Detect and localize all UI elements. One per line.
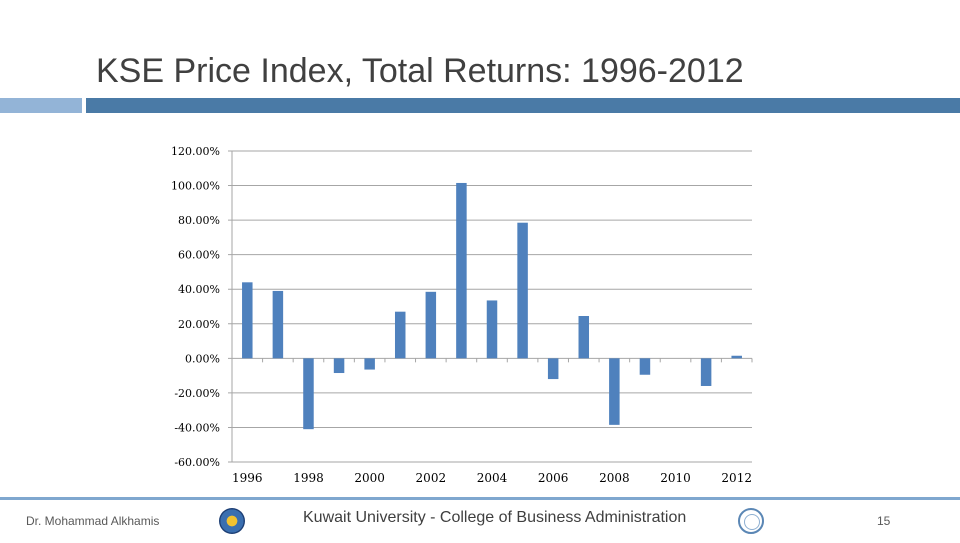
x-axis-tick-labels: 1996 1998 2000 2002 2004 2006 2008 2010 2012 [232,471,752,485]
footer-bar [0,497,960,543]
y-tick-label: 0.00% [185,352,220,365]
x-tick-label: 1996 [232,471,263,485]
bar-2011 [700,358,712,386]
bar-1998 [303,358,314,430]
y-tick-label: 100.00% [171,180,220,193]
title-rule-gap [82,98,86,113]
x-tick-label: 2012 [721,471,752,485]
bar-2007 [578,316,590,359]
y-axis-tick-labels: 120.00% 100.00% 80.00% 60.00% 40.00% 20.00% 0.… [171,145,220,469]
bar-2004 [486,300,498,359]
x-tick-label: 1998 [293,471,324,485]
title-rule-left [0,98,82,113]
y-tick-label: 80.00% [178,214,220,227]
bar-2012 [731,355,742,359]
bar-2008 [609,358,620,425]
bar-2006 [547,358,559,380]
bar-1996 [242,282,253,359]
bar-2002 [425,291,437,359]
y-tick-label: 120.00% [171,145,220,158]
bar-2005 [517,222,528,359]
aacsb-logo-icon [738,508,764,534]
bar-2000 [364,358,375,370]
x-tick-label: 2008 [599,471,630,485]
y-tick-label: -40.00% [174,421,220,434]
x-tick-label: 2004 [477,471,508,485]
bar-1997 [272,290,284,359]
bar-1999 [333,358,345,374]
page-number: 15 [877,514,891,528]
footer-author: Dr. Mohammad Alkhamis [26,514,160,528]
y-tick-label: 20.00% [178,318,220,331]
y-tick-label: -20.00% [174,387,220,400]
kuwait-university-logo-icon [219,508,245,534]
y-tick-label: 60.00% [178,249,220,262]
bar-2003 [456,182,467,359]
title-rule-right [86,98,960,113]
x-tick-label: 2002 [416,471,447,485]
slide-title: KSE Price Index, Total Returns: 1996-201… [96,52,744,90]
y-tick-label: -60.00% [174,456,220,469]
x-tick-label: 2006 [538,471,569,485]
footer-institution: Kuwait University - College of Business … [303,509,687,526]
y-tick-label: 40.00% [178,283,220,296]
bar-chart: 120.00% 100.00% 80.00% 60.00% 40.00% 20.00% 0.… [171,145,753,485]
x-tick-label: 2000 [354,471,385,485]
bar-2009 [639,358,651,375]
bars [242,182,753,430]
gridlines [228,150,752,463]
x-tick-label: 2010 [660,471,691,485]
bar-2001 [394,311,406,359]
